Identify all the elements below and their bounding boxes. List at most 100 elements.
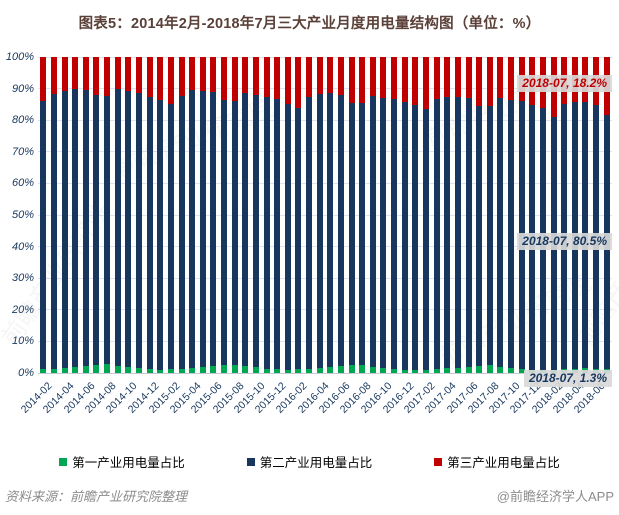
segment-series1 (380, 367, 387, 373)
gridline (38, 119, 612, 121)
segment-series1 (497, 367, 504, 373)
segment-series1 (114, 366, 121, 373)
gridline (38, 277, 612, 279)
segment-series1 (178, 368, 185, 373)
credit: @前瞻经济学人APP (496, 489, 614, 504)
bar-2017-04 (444, 57, 451, 373)
bar-2018-03 (561, 57, 568, 373)
chart-title: 图表5：2014年2月-2018年7月三大产业月度用电量结构图（单位：%） (78, 16, 541, 32)
segment-series2 (157, 100, 164, 370)
bar-2014-10 (125, 57, 132, 373)
y-tick-label: 30% (11, 272, 34, 285)
bar-2018-06 (593, 57, 600, 373)
bar-2018-04 (571, 57, 578, 373)
bar-2017-01 (412, 57, 419, 373)
segment-series1 (82, 366, 89, 373)
gridline (38, 151, 612, 153)
segment-series3 (72, 57, 79, 89)
segment-series2 (391, 99, 398, 369)
bar-2015-06 (210, 57, 217, 373)
segment-series3 (508, 57, 515, 100)
segment-series1 (263, 368, 270, 373)
segment-series3 (274, 57, 281, 100)
segment-series1 (157, 369, 164, 373)
segment-series2 (316, 93, 323, 368)
segment-series1 (242, 366, 249, 373)
segment-series1 (199, 367, 206, 373)
segment-series1 (327, 367, 334, 373)
segment-series3 (465, 57, 472, 99)
bar-2016-02 (295, 57, 302, 373)
bar-2016-09 (369, 57, 376, 373)
segment-series1 (306, 368, 313, 373)
bar-2016-05 (327, 57, 334, 373)
bar-2015-02 (167, 57, 174, 373)
segment-series2 (40, 100, 47, 370)
bar-2015-08 (231, 57, 238, 373)
bar-2016-03 (306, 57, 313, 373)
bar-2014-12 (146, 57, 153, 373)
segment-series3 (93, 57, 100, 95)
bar-2018-07 (603, 57, 610, 373)
segment-series1 (454, 367, 461, 373)
y-tick-label: 90% (11, 82, 34, 95)
segment-series2 (61, 90, 68, 368)
bar-2018-02 (550, 57, 557, 373)
segment-series3 (497, 57, 504, 99)
bar-2017-09 (497, 57, 504, 373)
segment-series3 (295, 57, 302, 109)
segment-series3 (125, 57, 132, 91)
segment-series2 (199, 90, 206, 367)
segment-series2 (412, 104, 419, 370)
y-tick-label: 100% (5, 51, 34, 63)
y-tick-label: 70% (11, 145, 34, 158)
data-label-tertiary: 2018-07, 18.2% (517, 75, 612, 92)
gridline (38, 88, 612, 90)
segment-series3 (61, 57, 68, 91)
segment-series2 (444, 96, 451, 369)
segment-series1 (422, 369, 429, 373)
segment-series3 (486, 57, 493, 107)
segment-series3 (82, 57, 89, 90)
bar-2016-07 (348, 57, 355, 373)
segment-series1 (50, 368, 57, 373)
segment-series3 (412, 57, 419, 105)
y-tick-label: 20% (11, 303, 34, 316)
segment-series1 (274, 369, 281, 373)
bar-2016-12 (401, 57, 408, 373)
segment-series3 (178, 57, 185, 96)
segment-series2 (284, 104, 291, 370)
bar-2015-01 (157, 57, 164, 373)
legend-item-secondary: 第二产业用电量占比 (246, 452, 372, 471)
segment-series1 (348, 365, 355, 373)
segment-series2 (252, 94, 259, 368)
segment-series2 (476, 105, 483, 366)
segment-series2 (82, 89, 89, 367)
segment-series1 (316, 367, 323, 373)
segment-series2 (167, 104, 174, 370)
segment-series2 (508, 100, 515, 368)
legend-label-primary: 第一产业用电量占比 (72, 456, 185, 470)
bar-2015-04 (189, 57, 196, 373)
bar-2017-10 (508, 57, 515, 373)
segment-series2 (210, 91, 217, 367)
segment-series2 (146, 97, 153, 370)
bar-2014-11 (135, 57, 142, 373)
bar-2016-04 (316, 57, 323, 373)
y-tick-label: 10% (11, 335, 34, 348)
y-tick-label: 0% (18, 367, 34, 379)
segment-series3 (146, 57, 153, 98)
segment-series1 (401, 369, 408, 373)
bar-2017-05 (454, 57, 461, 373)
y-tick-label: 40% (11, 240, 34, 253)
footer: 资料来源：前瞻产业研究院整理 @前瞻经济学人APP (0, 486, 619, 505)
segment-series1 (221, 365, 228, 373)
legend-item-primary: 第一产业用电量占比 (59, 452, 185, 471)
bar-2015-09 (242, 57, 249, 373)
segment-series3 (50, 57, 57, 95)
segment-series2 (104, 95, 111, 365)
segment-series1 (476, 365, 483, 373)
bar-2015-10 (252, 57, 259, 373)
segment-series2 (380, 97, 387, 368)
bar-2014-04 (61, 57, 68, 373)
